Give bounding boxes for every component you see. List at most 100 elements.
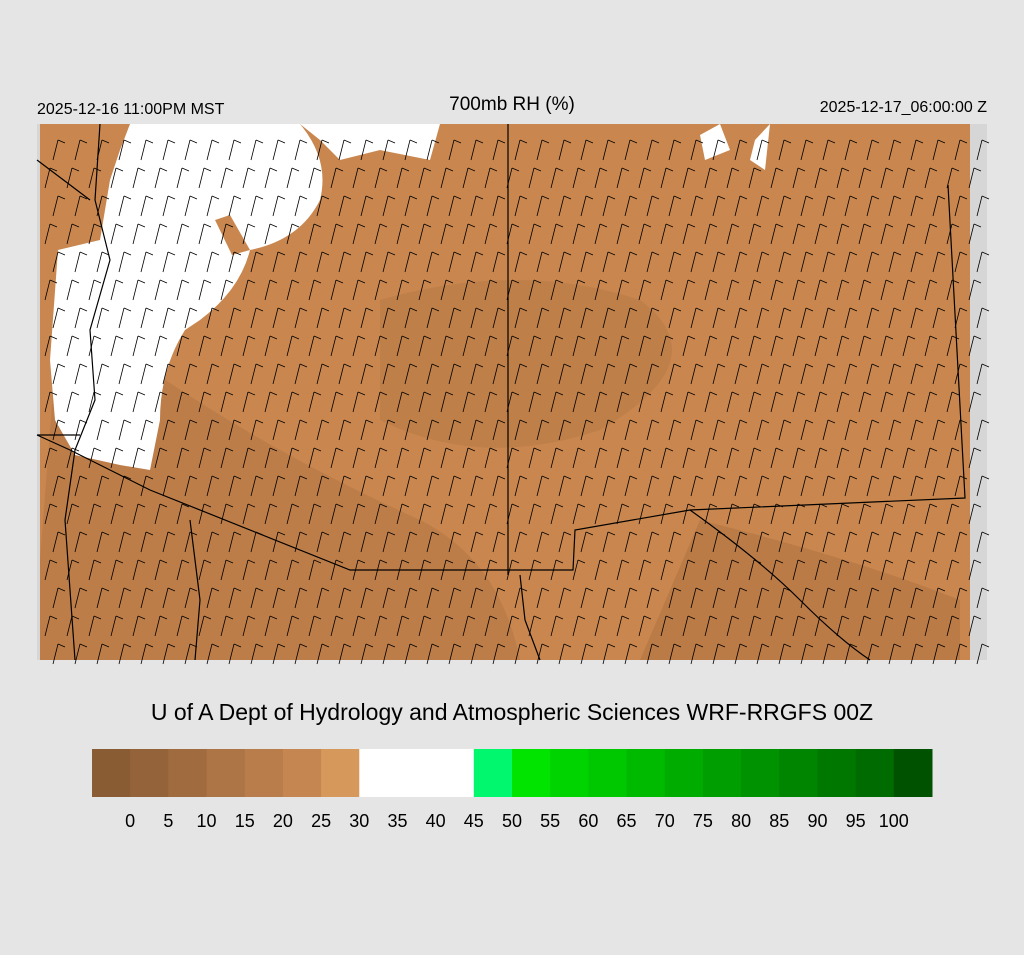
- wind-barb: [88, 167, 102, 189]
- wind-barb: [470, 195, 484, 217]
- wind-barb: [176, 279, 190, 301]
- wind-barb: [118, 139, 132, 161]
- wind-barb: [66, 279, 80, 301]
- wind-barb: [418, 503, 432, 525]
- wind-barb: [814, 391, 828, 413]
- wind-barb: [770, 503, 784, 525]
- wind-barb: [330, 279, 344, 301]
- wind-barb: [704, 615, 718, 637]
- wind-barb: [778, 587, 792, 609]
- wind-barb: [176, 559, 190, 581]
- wind-barb: [426, 475, 440, 497]
- colorbar-label: 5: [163, 811, 173, 831]
- wind-barb: [184, 531, 198, 553]
- wind-barb: [954, 139, 968, 161]
- wind-barb: [976, 195, 990, 217]
- wind-barb: [162, 363, 176, 385]
- wind-barb: [902, 167, 916, 189]
- wind-barb: [154, 223, 168, 245]
- wind-barb: [778, 195, 792, 217]
- wind-barb: [338, 643, 352, 665]
- wind-barb: [140, 307, 154, 329]
- wind-barb: [572, 503, 586, 525]
- wind-barb: [550, 615, 564, 637]
- wind-barb: [646, 587, 660, 609]
- wind-barb: [74, 363, 88, 385]
- wind-barb: [52, 139, 66, 161]
- wind-barb: [550, 447, 564, 469]
- wind-barb: [800, 531, 814, 553]
- wind-barb: [888, 251, 902, 273]
- wind-barb: [110, 167, 124, 189]
- colorbar-label: 55: [540, 811, 560, 831]
- wind-barb: [176, 335, 190, 357]
- wind-barb: [228, 419, 242, 441]
- wind-barb: [638, 279, 652, 301]
- wind-barb: [228, 195, 242, 217]
- wind-barb: [242, 391, 256, 413]
- wind-barb: [528, 615, 542, 637]
- wind-barb: [440, 503, 454, 525]
- wind-barb: [726, 503, 740, 525]
- wind-barb: [646, 307, 660, 329]
- wind-barb: [924, 335, 938, 357]
- wind-barb: [902, 503, 916, 525]
- color-swatch: [206, 749, 246, 797]
- wind-barb: [514, 643, 528, 665]
- wind-barb: [470, 363, 484, 385]
- wind-barb: [792, 167, 806, 189]
- wind-barb: [228, 139, 242, 161]
- wind-barb: [308, 279, 322, 301]
- wind-barb: [286, 503, 300, 525]
- wind-barb: [844, 139, 858, 161]
- wind-barb: [360, 475, 374, 497]
- wind-barb: [968, 559, 982, 581]
- wind-barb: [572, 279, 586, 301]
- wind-barb: [110, 559, 124, 581]
- caption: U of A Dept of Hydrology and Atmospheric…: [151, 699, 873, 725]
- wind-barb: [286, 615, 300, 637]
- wind-barb: [572, 223, 586, 245]
- wind-barb: [74, 475, 88, 497]
- wind-barb: [118, 531, 132, 553]
- wind-barb: [470, 139, 484, 161]
- wind-barb: [506, 335, 520, 357]
- color-swatch: [626, 749, 666, 797]
- wind-barb: [404, 195, 418, 217]
- wind-barb: [396, 503, 410, 525]
- wind-barb: [704, 223, 718, 245]
- wind-barb: [272, 531, 286, 553]
- wind-barb: [316, 139, 330, 161]
- wind-barb: [748, 503, 762, 525]
- wind-barb: [206, 531, 220, 553]
- wind-barb: [352, 167, 366, 189]
- wind-barb: [814, 447, 828, 469]
- wind-barb: [396, 615, 410, 637]
- wind-barb: [88, 615, 102, 637]
- wind-barb: [286, 335, 300, 357]
- wind-barb: [506, 447, 520, 469]
- wind-barb: [954, 363, 968, 385]
- wind-barb: [264, 447, 278, 469]
- wind-barb: [382, 587, 396, 609]
- wind-barb: [638, 615, 652, 637]
- wind-barb: [264, 167, 278, 189]
- wind-barb: [338, 363, 352, 385]
- wind-barb: [924, 223, 938, 245]
- wind-barb: [682, 335, 696, 357]
- wind-barb: [66, 503, 80, 525]
- wind-barb: [792, 503, 806, 525]
- wind-barb: [272, 643, 286, 665]
- colorbar-label: 65: [617, 811, 637, 831]
- colorbar-label: 40: [426, 811, 446, 831]
- wind-barb: [74, 587, 88, 609]
- colorbar-label: 15: [235, 811, 255, 831]
- wind-barb: [316, 587, 330, 609]
- colorbar-label: 20: [273, 811, 293, 831]
- wind-barb: [220, 335, 234, 357]
- wind-barb: [96, 531, 110, 553]
- wind-barb: [572, 615, 586, 637]
- wind-barb: [426, 531, 440, 553]
- wind-barb: [550, 559, 564, 581]
- wind-barb: [822, 419, 836, 441]
